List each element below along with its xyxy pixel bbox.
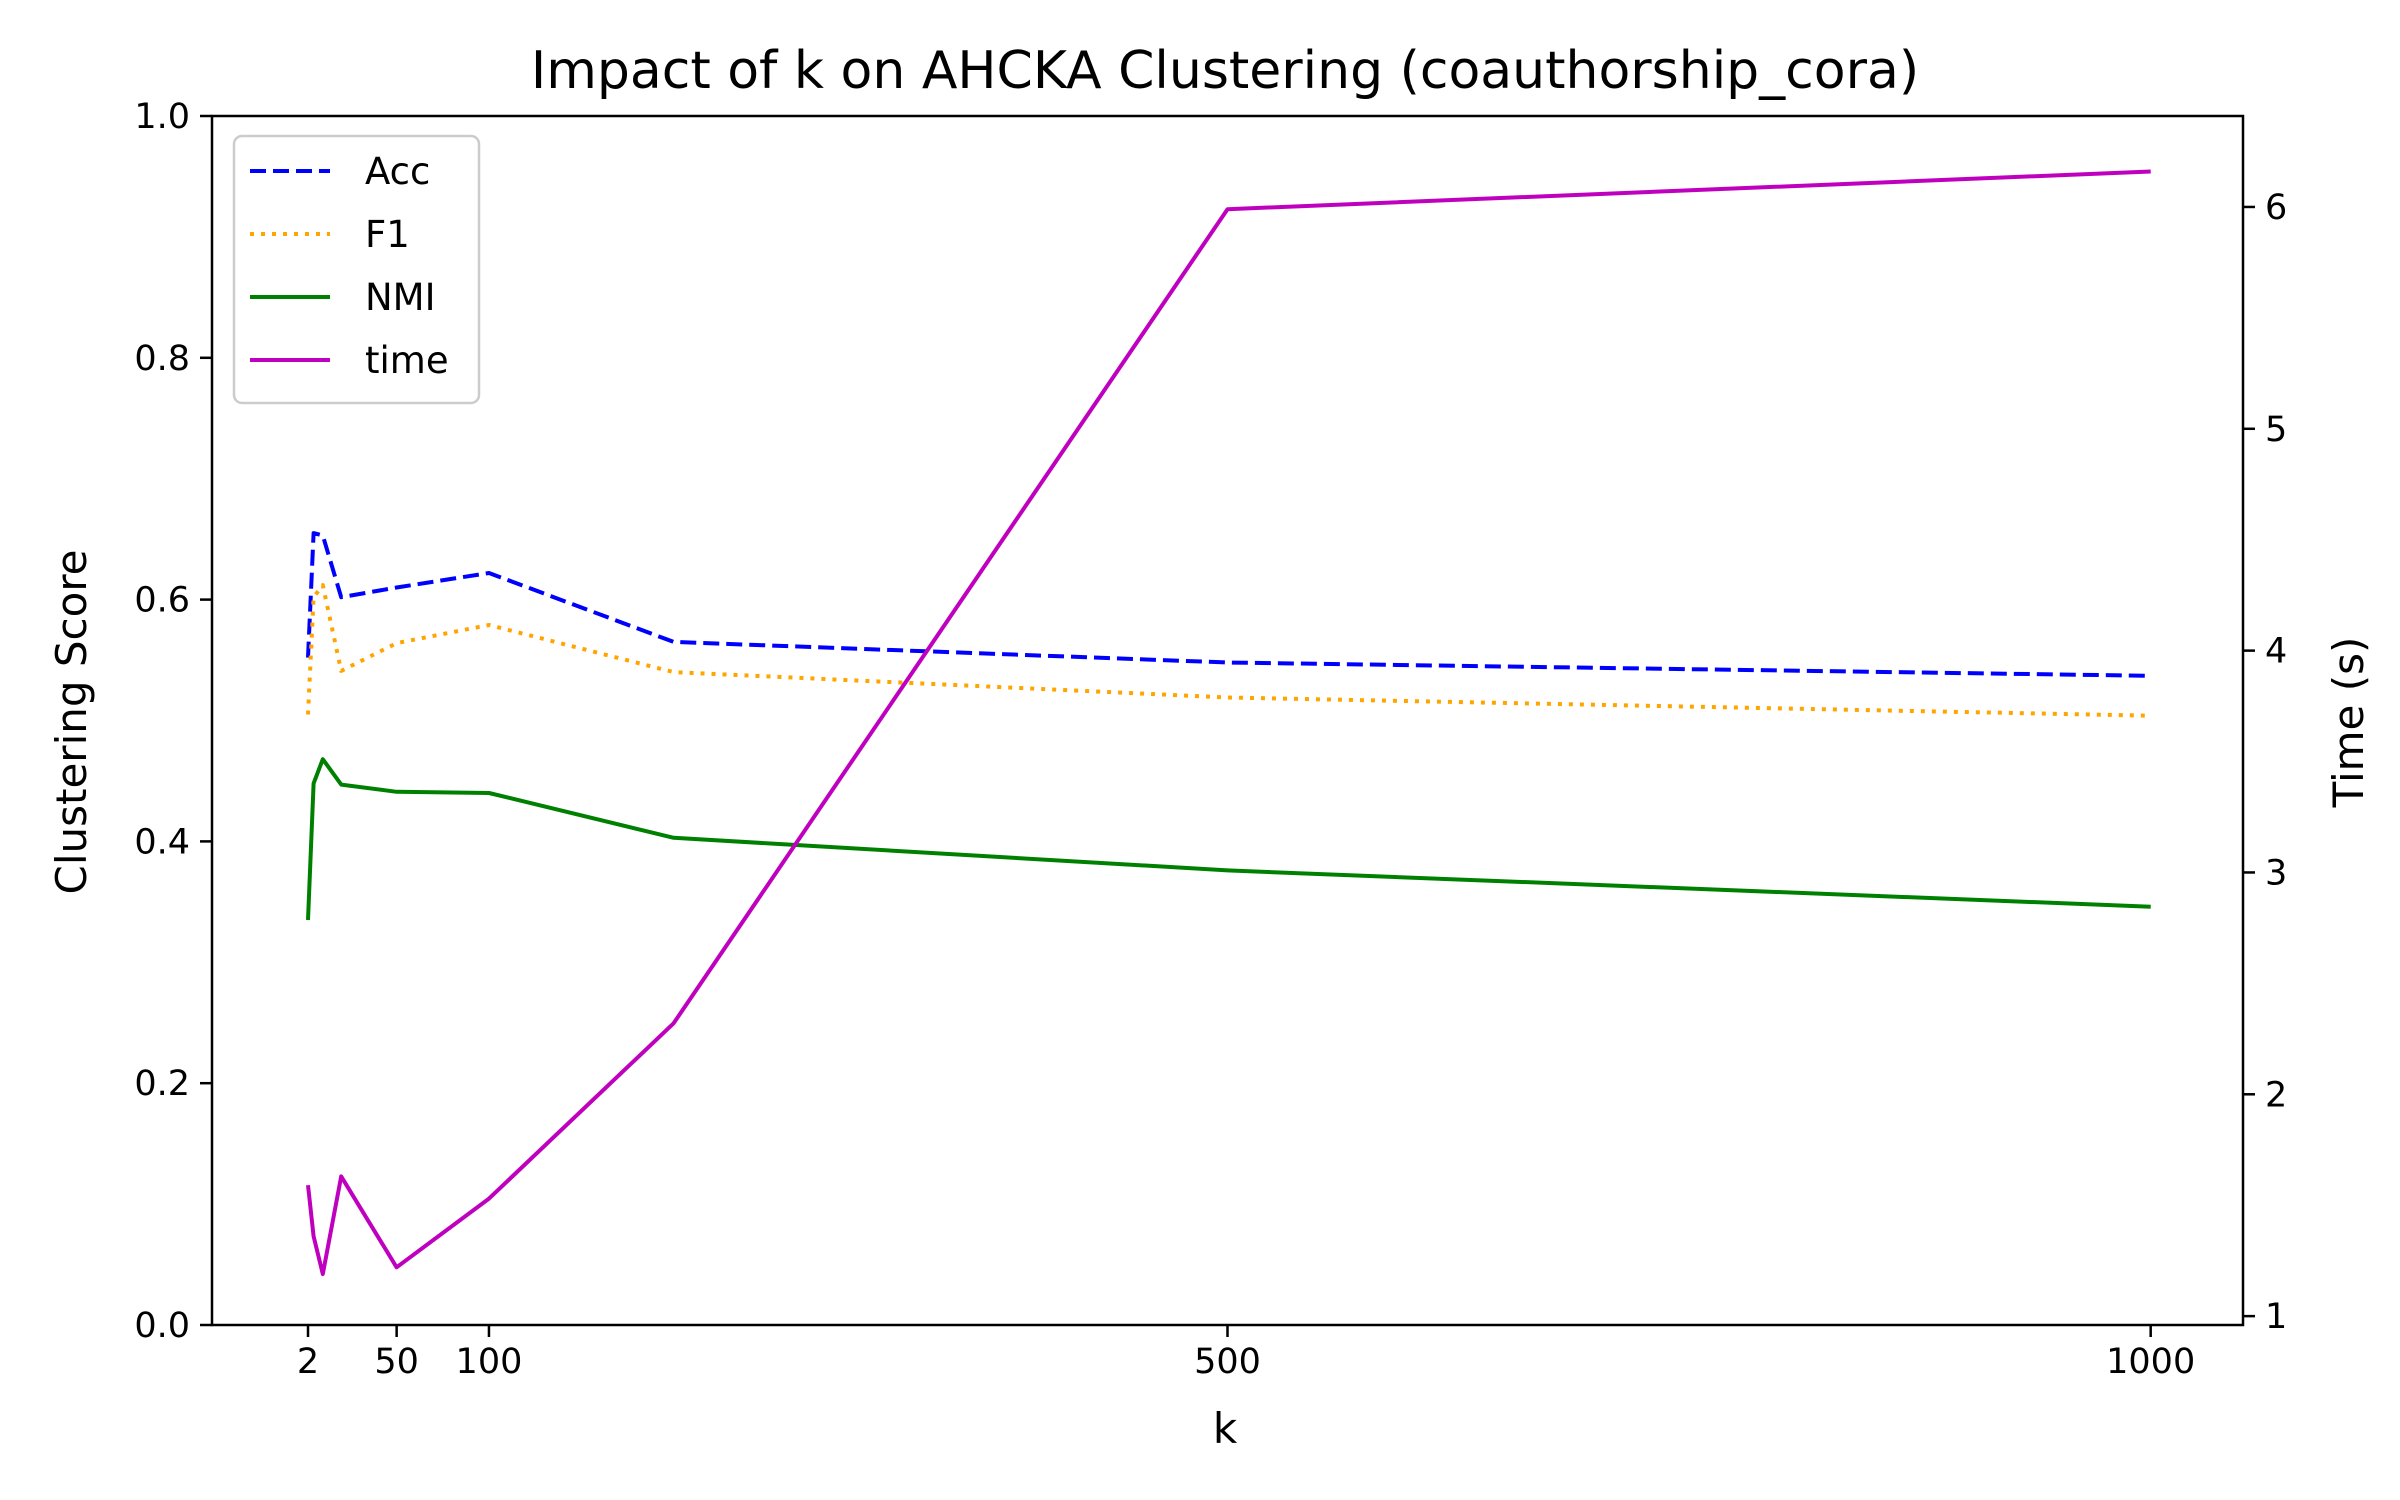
y-tick-label: 0.6 (134, 581, 190, 621)
legend-label: F1 (365, 213, 410, 256)
y2-tick-label: 6 (2265, 188, 2287, 228)
y-tick-label: 0.2 (134, 1064, 190, 1104)
y-tick-label: 0.4 (134, 822, 190, 862)
y2-tick-label: 2 (2265, 1075, 2287, 1115)
x-axis-ticks: 2 50 100 500 1000 (297, 1325, 2195, 1382)
x-tick-label: 1000 (2106, 1342, 2195, 1382)
x-tick-label: 100 (456, 1342, 523, 1382)
y2-axis-ticks: 1 2 3 4 5 6 (2243, 188, 2287, 1337)
legend-label: NMI (365, 276, 436, 319)
y2-axis-label: Time (s) (2324, 637, 2373, 809)
series-line-acc (306, 531, 2151, 678)
series-layer (306, 169, 2151, 1276)
x-tick-label: 500 (1194, 1342, 1261, 1382)
y2-tick-label: 4 (2265, 632, 2287, 672)
x-tick-label: 2 (297, 1342, 319, 1382)
y-tick-label: 0.0 (134, 1306, 190, 1346)
chart-title: Impact of k on AHCKA Clustering (coautho… (531, 41, 1919, 101)
series-line-nmi (306, 757, 2151, 921)
legend-frame (232, 134, 481, 405)
y2-tick-label: 5 (2265, 410, 2287, 450)
y-tick-label: 1.0 (134, 97, 190, 137)
y2-tick-label: 1 (2265, 1297, 2287, 1337)
x-tick-label: 50 (374, 1342, 419, 1382)
legend: Acc F1 NMI time (232, 134, 481, 405)
legend-label: time (365, 339, 449, 382)
y-axis-label: Clustering Score (47, 549, 96, 894)
y2-tick-label: 3 (2265, 853, 2287, 893)
legend-label: Acc (365, 150, 430, 193)
y-axis-ticks: 0.0 0.2 0.4 0.6 0.8 1.0 (134, 97, 212, 1346)
plot-area (210, 114, 2245, 1327)
series-line-f1 (306, 583, 2151, 718)
series-line-time (306, 169, 2151, 1276)
x-axis-label: k (1213, 1404, 1238, 1453)
y-tick-label: 0.8 (134, 339, 190, 379)
